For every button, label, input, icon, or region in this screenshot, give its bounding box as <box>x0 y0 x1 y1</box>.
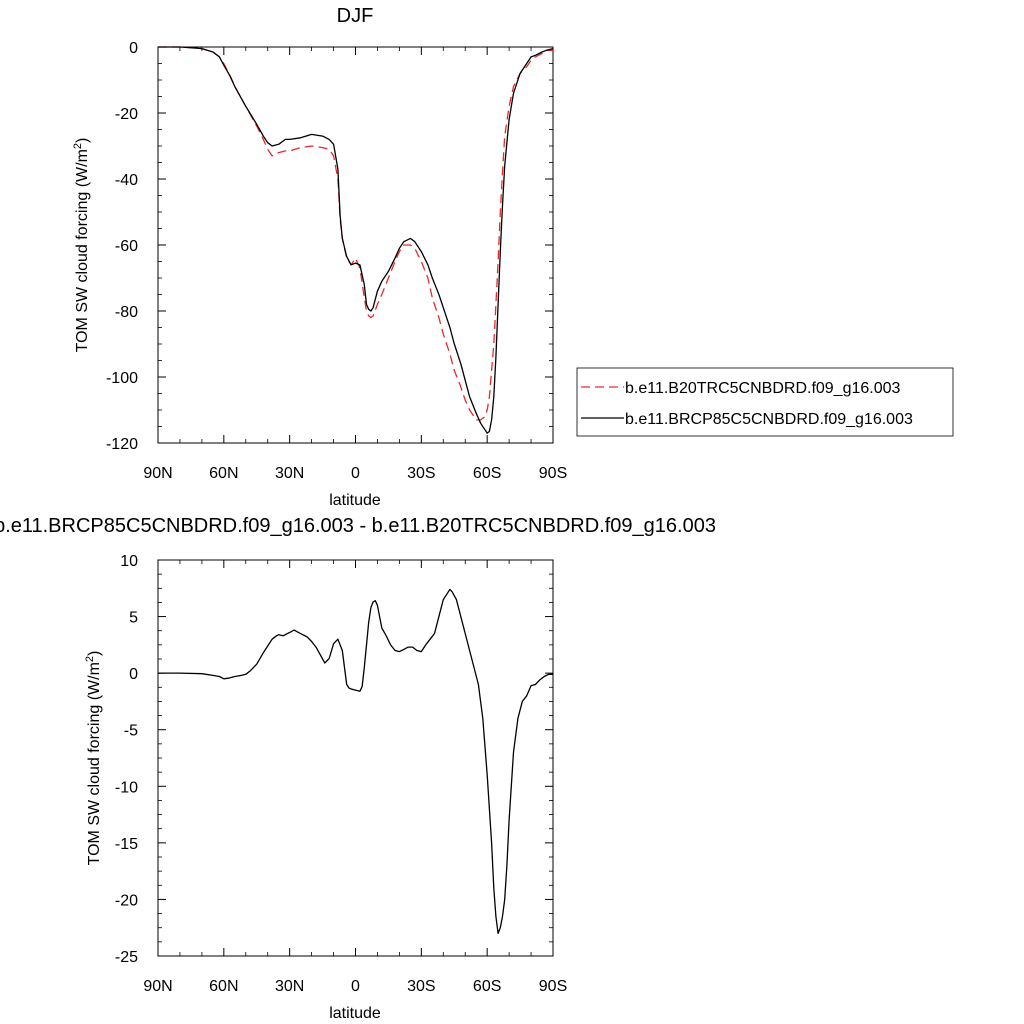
x-tick-label: 60N <box>209 978 238 995</box>
y-tick-label: -20 <box>115 106 138 123</box>
y-tick-label: 0 <box>129 666 138 683</box>
series-line-future <box>158 46 554 434</box>
legend: b.e11.B20TRC5CNBDRD.f09_g16.003 b.e11.BR… <box>576 367 954 437</box>
y-tick-label: -20 <box>115 892 138 909</box>
x-tick-label: 60S <box>473 465 501 482</box>
y-tick-label: -25 <box>115 949 138 966</box>
x-tick-label: 90S <box>539 465 567 482</box>
top-series-lines <box>158 46 554 434</box>
x-tick-label: 30N <box>275 978 304 995</box>
legend-label-future: b.e11.BRCP85C5CNBDRD.f09_g16.003 <box>625 411 913 428</box>
series-line-base <box>158 46 553 421</box>
top-tick-marks <box>157 46 554 444</box>
x-tick-label: 30S <box>407 465 435 482</box>
bottom-panel-title: b.e11.BRCP85C5CNBDRD.f09_g16.003 - b.e11… <box>0 515 716 537</box>
difference-line <box>158 588 553 935</box>
y-tick-label: -100 <box>106 370 138 387</box>
top-x-tick-labels: 90N 60N 30N 0 30S 60S 90S <box>143 465 567 482</box>
y-tick-label: -15 <box>115 836 138 853</box>
x-tick-label: 90N <box>143 978 172 995</box>
legend-label-base: b.e11.B20TRC5CNBDRD.f09_g16.003 <box>625 380 901 397</box>
top-panel-title: DJF <box>337 5 374 27</box>
bottom-series-lines <box>158 588 553 935</box>
y-tick-label: 0 <box>129 40 138 57</box>
y-tick-label: -60 <box>115 238 138 255</box>
y-tick-label: -40 <box>115 172 138 189</box>
x-tick-label: 30S <box>407 978 435 995</box>
bottom-y-axis-title: TOM SW cloud forcing (W/m2) <box>84 651 103 866</box>
x-tick-label: 0 <box>351 465 360 482</box>
x-tick-label: 0 <box>351 978 360 995</box>
y-tick-label: -10 <box>115 779 138 796</box>
top-y-tick-labels: 0 -20 -40 -60 -80 -100 -120 <box>106 40 138 453</box>
bottom-panel: b.e11.BRCP85C5CNBDRD.f09_g16.003 - b.e11… <box>0 515 716 1022</box>
legend-box <box>576 367 954 437</box>
y-tick-label: -80 <box>115 304 138 321</box>
bottom-y-tick-labels: 10 5 0 -5 -10 -15 -20 -25 <box>115 553 138 966</box>
top-panel: DJF 0 -20 -40 -60 -80 -100 -120 90N 60N 30N 0 30S 6… <box>72 5 954 509</box>
x-tick-label: 90N <box>143 465 172 482</box>
y-tick-label: -120 <box>106 436 138 453</box>
bottom-tick-marks <box>157 559 554 957</box>
bottom-x-axis-title: latitude <box>329 1005 381 1022</box>
y-tick-label: -5 <box>124 723 138 740</box>
top-y-axis-title: TOM SW cloud forcing (W/m2) <box>72 138 91 353</box>
bottom-x-tick-labels: 90N 60N 30N 0 30S 60S 90S <box>143 978 567 995</box>
x-tick-label: 60N <box>209 465 238 482</box>
x-tick-label: 30N <box>275 465 304 482</box>
y-tick-label: 5 <box>129 610 138 627</box>
y-tick-label: 10 <box>120 553 138 570</box>
x-tick-label: 60S <box>473 978 501 995</box>
top-plot-frame <box>157 46 554 444</box>
x-tick-label: 90S <box>539 978 567 995</box>
top-x-axis-title: latitude <box>329 492 381 509</box>
bottom-plot-frame <box>157 559 554 957</box>
